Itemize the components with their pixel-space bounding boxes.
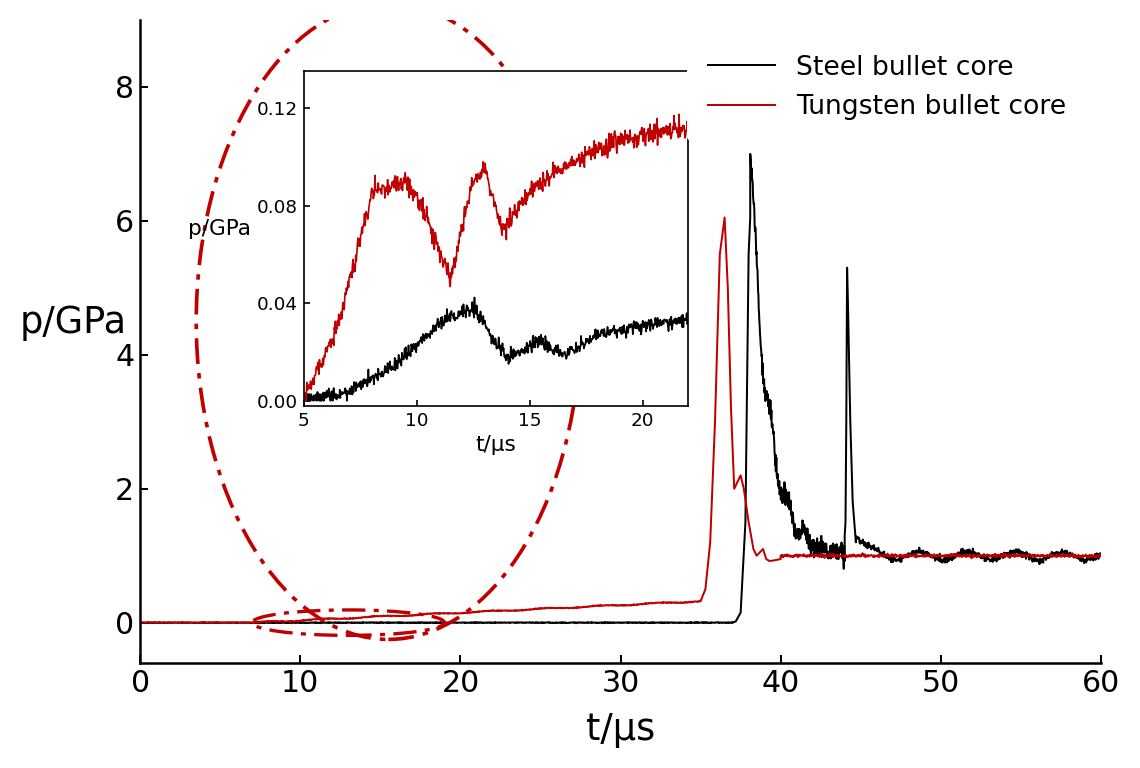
Tungsten bullet core (718, 213, 732, 222)
Steel bullet core (795, 528, 808, 538)
Steel bullet core (168, 617, 181, 627)
Steel bullet core (133, 617, 147, 627)
Steel bullet core (1009, 547, 1023, 556)
Steel bullet core (219, 618, 233, 627)
X-axis label: t/μs: t/μs (586, 711, 656, 748)
Tungsten bullet core (1094, 551, 1108, 561)
Y-axis label: p/GPa: p/GPa (21, 304, 128, 342)
Steel bullet core (1094, 551, 1108, 560)
Steel bullet core (394, 618, 408, 627)
Legend: Steel bullet core, Tungsten bullet core: Steel bullet core, Tungsten bullet core (686, 33, 1088, 141)
Steel bullet core (743, 149, 757, 158)
Tungsten bullet core (459, 608, 473, 617)
Tungsten bullet core (414, 610, 428, 619)
Steel bullet core (933, 549, 946, 558)
Tungsten bullet core (865, 551, 879, 560)
Tungsten bullet core (133, 618, 147, 627)
Tungsten bullet core (474, 607, 488, 616)
Line: Steel bullet core: Steel bullet core (140, 154, 1101, 624)
Tungsten bullet core (141, 618, 155, 627)
Tungsten bullet core (337, 614, 351, 623)
Steel bullet core (569, 619, 583, 628)
Line: Tungsten bullet core: Tungsten bullet core (140, 217, 1101, 623)
